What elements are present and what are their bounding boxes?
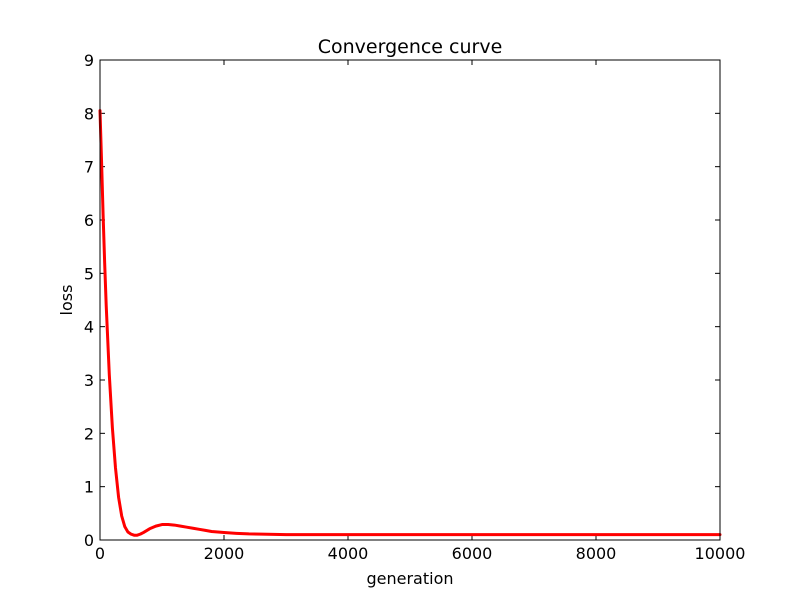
- x-tick-label: 6000: [452, 544, 493, 563]
- x-tick-label: 2000: [204, 544, 245, 563]
- y-tick-label: 3: [84, 371, 94, 390]
- y-tick-label: 4: [84, 318, 94, 337]
- y-tick-label: 7: [84, 158, 94, 177]
- tick-labels: 0 2000 4000 6000 8000 10000 0 1 2 3 4 5 6 7 8 9: [84, 51, 746, 563]
- x-axis-label: generation: [366, 569, 453, 588]
- x-tick-label: 0: [95, 544, 105, 563]
- y-tick-label: 9: [84, 51, 94, 70]
- y-tick-label: 0: [84, 531, 94, 550]
- y-tick-label: 5: [84, 264, 94, 283]
- chart-title: Convergence curve: [318, 36, 503, 58]
- y-tick-label: 2: [84, 424, 94, 443]
- y-tick-label: 6: [84, 211, 94, 230]
- series-layer: [98, 109, 722, 537]
- y-tick-label: 1: [84, 478, 94, 497]
- x-tick-label: 10000: [695, 544, 746, 563]
- y-axis-label: loss: [57, 285, 76, 316]
- x-tick-label: 4000: [328, 544, 369, 563]
- x-tick-label: 8000: [576, 544, 617, 563]
- series-line: [98, 109, 722, 537]
- y-tick-label: 8: [84, 104, 94, 123]
- plot-frame: [99, 59, 721, 541]
